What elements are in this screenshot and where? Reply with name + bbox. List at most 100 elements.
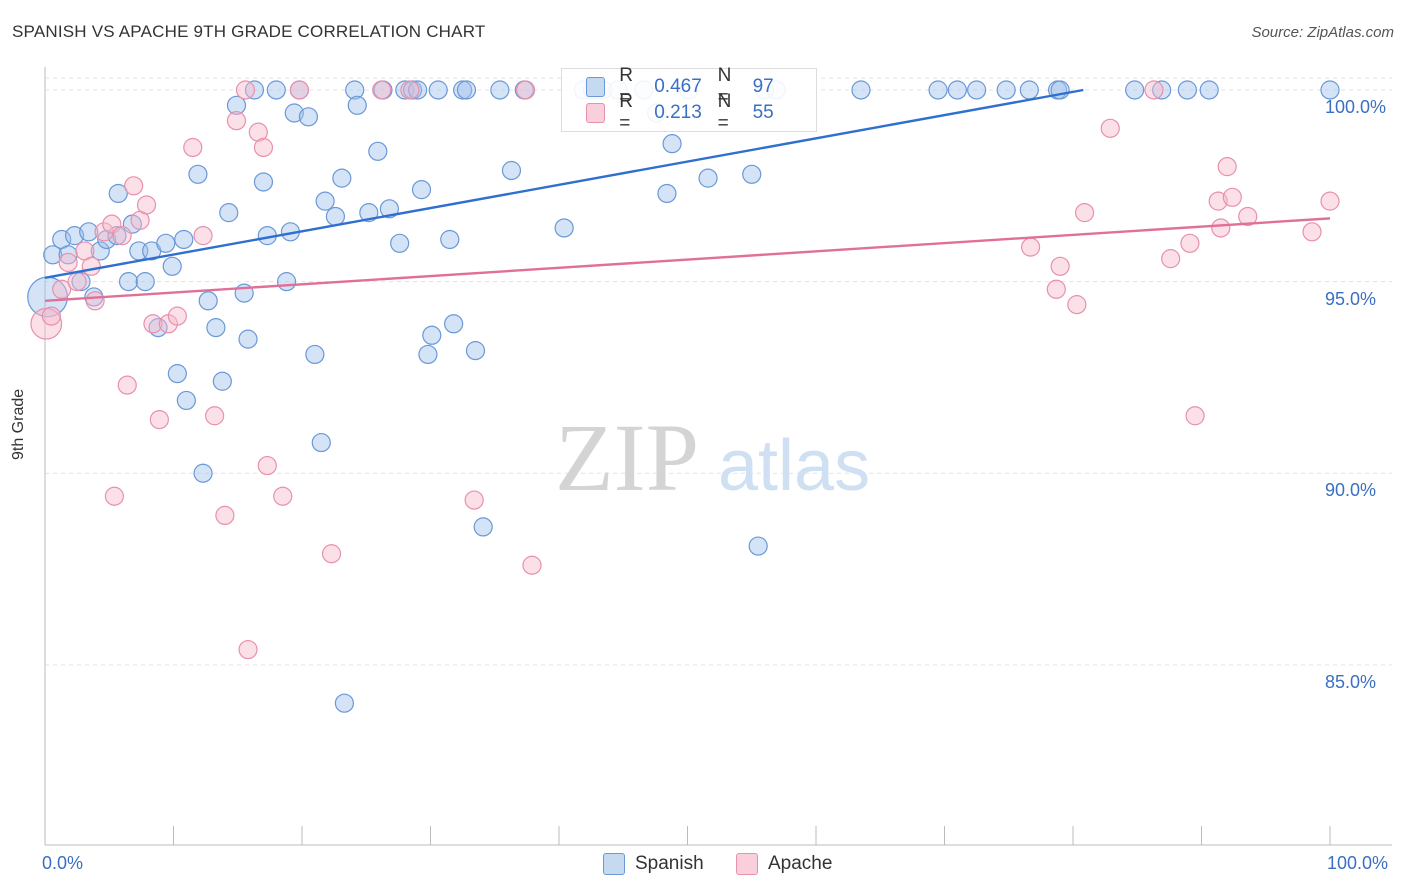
apache-point xyxy=(205,406,225,426)
spanish-point xyxy=(1019,80,1039,100)
series-apache xyxy=(30,80,1340,660)
n-value: 97 xyxy=(752,76,774,97)
spanish-point xyxy=(1320,80,1340,100)
spanish-point xyxy=(325,206,346,227)
watermark-atlas: atlas xyxy=(718,426,870,506)
apache-point xyxy=(41,306,62,326)
apache-point xyxy=(136,195,157,215)
trend-lines xyxy=(44,88,1331,302)
legend-label-spanish: Spanish xyxy=(635,853,704,874)
spanish-point xyxy=(444,314,464,334)
apache-point xyxy=(67,272,87,292)
spanish-point xyxy=(219,203,239,223)
apache-point xyxy=(226,111,247,131)
apache-point xyxy=(1020,237,1041,257)
source-label: Source: ZipAtlas.com xyxy=(1251,24,1394,41)
r-value: 0.467 xyxy=(654,76,702,97)
spanish-point xyxy=(188,164,208,184)
spanish-point xyxy=(1125,80,1145,100)
legend-item-spanish: Spanish xyxy=(603,852,704,876)
spanish-point xyxy=(440,229,460,250)
apache-point xyxy=(58,252,78,273)
spanish-point xyxy=(473,517,493,537)
apache-point xyxy=(1144,80,1164,100)
spanish-point xyxy=(162,256,182,276)
spanish-point xyxy=(97,229,117,250)
apache-point xyxy=(273,486,293,506)
apache-point xyxy=(235,80,256,100)
apache-point xyxy=(248,122,268,142)
spanish-point xyxy=(554,218,574,238)
series-spanish xyxy=(27,80,1340,713)
spanish-point xyxy=(465,341,486,361)
grid-lines xyxy=(45,77,1392,666)
apache-point xyxy=(1074,203,1095,223)
spanish-point xyxy=(345,80,365,100)
apache-point xyxy=(1180,233,1200,253)
apache-point xyxy=(1208,191,1228,211)
apache-point xyxy=(1238,206,1258,227)
apache-point xyxy=(289,80,310,100)
spanish-point xyxy=(43,245,63,265)
apache-point xyxy=(1320,191,1340,211)
spanish-point xyxy=(662,134,682,154)
spanish-point xyxy=(107,226,127,246)
n-label: N = xyxy=(717,91,732,134)
spanish-point xyxy=(996,80,1016,100)
apache-point xyxy=(124,176,144,196)
y-tick-label: 100.0% xyxy=(1325,96,1387,117)
apache-point xyxy=(183,137,203,158)
legend-row-spanish: R = 0.467 N = 97 xyxy=(586,65,816,108)
spanish-swatch xyxy=(586,77,606,97)
spanish-point xyxy=(379,199,399,219)
spanish-point xyxy=(135,272,155,292)
spanish-point xyxy=(174,229,194,250)
spanish-point xyxy=(368,141,388,161)
spanish-point xyxy=(359,203,379,223)
axes xyxy=(44,67,1392,846)
n-value: 55 xyxy=(752,102,774,123)
apache-point xyxy=(81,256,101,276)
spanish-point xyxy=(947,80,967,100)
spanish-point xyxy=(501,160,522,181)
apache-point xyxy=(1046,279,1066,299)
spanish-point xyxy=(79,222,99,242)
y-tick-label: 95.0% xyxy=(1325,288,1377,309)
apache-point xyxy=(1211,218,1231,238)
spanish-point xyxy=(226,95,247,115)
watermark-zip: ZIP xyxy=(555,404,699,511)
apache-point xyxy=(238,639,258,660)
apache-point xyxy=(112,226,132,246)
apache-point xyxy=(149,409,169,430)
stats-legend: R = 0.467 N = 97 R = 0.213 N = 55 xyxy=(561,65,817,134)
legend-item-apache: Apache xyxy=(736,852,832,876)
y-tick-label: 85.0% xyxy=(1325,671,1377,692)
spanish-legend-swatch xyxy=(603,853,625,875)
spanish-point xyxy=(176,390,196,411)
spanish-point xyxy=(928,80,948,100)
apache-swatch xyxy=(586,103,606,123)
spanish-point xyxy=(198,291,218,311)
spanish-point xyxy=(1152,80,1172,100)
legend-label-apache: Apache xyxy=(768,853,833,874)
spanish-point xyxy=(418,344,438,365)
spanish-point xyxy=(276,272,297,292)
spanish-point xyxy=(1199,80,1219,100)
spanish-point xyxy=(206,318,226,338)
spanish-point xyxy=(266,80,286,100)
spanish-point xyxy=(64,226,85,246)
spanish-point xyxy=(212,371,232,391)
spanish-point xyxy=(1177,80,1197,100)
apache-point xyxy=(1067,295,1087,315)
legend-row-apache: R = 0.213 N = 55 xyxy=(586,91,816,134)
apache-point xyxy=(52,279,72,299)
spanish-trend-line xyxy=(44,88,1084,279)
apache-point xyxy=(167,306,187,326)
spanish-point xyxy=(238,329,258,349)
apache-point xyxy=(464,490,484,510)
apache-point xyxy=(193,226,213,246)
spanish-point xyxy=(167,364,187,384)
spanish-point xyxy=(748,536,768,556)
apache-point xyxy=(1302,222,1322,242)
